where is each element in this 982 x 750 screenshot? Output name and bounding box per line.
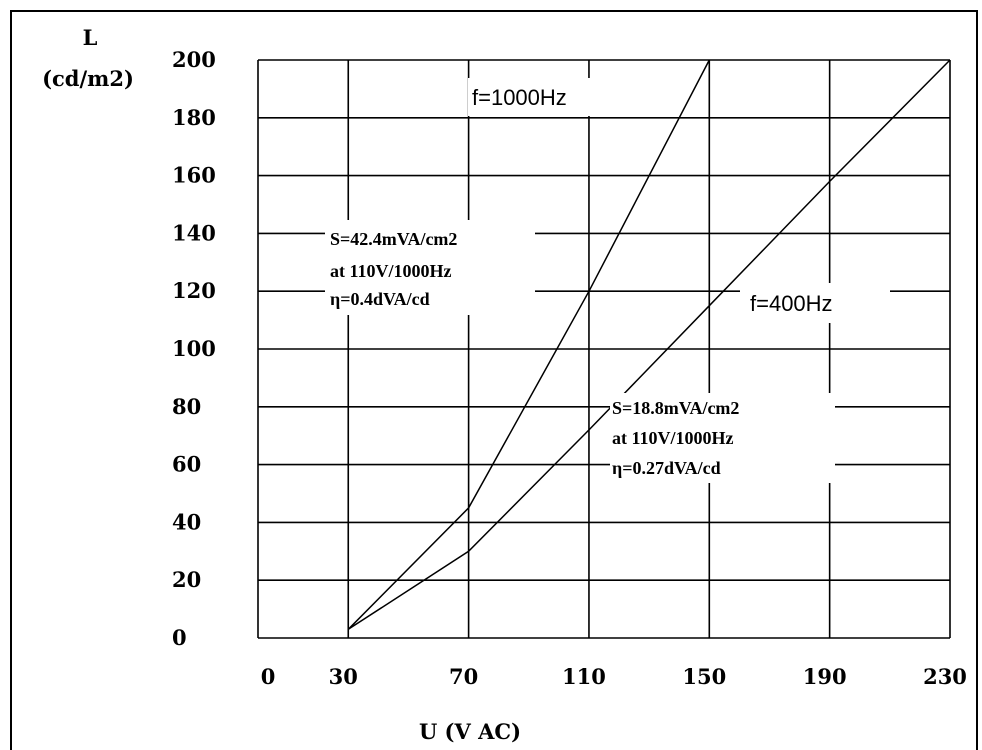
x-tick-label: 150 xyxy=(682,664,726,689)
data-lines xyxy=(347,59,951,630)
x-tick-label: 110 xyxy=(562,664,606,689)
annotation-1000hz-line-2: at 110V/1000Hz xyxy=(330,261,452,281)
x-tick-label: 230 xyxy=(923,664,967,689)
series-line-400hz xyxy=(347,59,951,630)
annotation-400hz-line-1: S=18.8mVA/cm2 xyxy=(612,398,739,418)
annotation-400hz-line-3: η=0.27dVA/cd xyxy=(612,458,721,478)
x-tick-label: 70 xyxy=(449,664,478,689)
y-axis-label-line-2: (cd/m2) xyxy=(42,66,134,91)
series-labels: f=1000Hz f=400Hz xyxy=(468,78,890,323)
x-axis-label: U (V AC) xyxy=(419,719,521,744)
x-tick-label: 30 xyxy=(329,664,358,689)
chart-frame xyxy=(10,10,978,750)
series-line-1000hz xyxy=(347,59,710,630)
y-tick-label: 120 xyxy=(172,278,216,303)
annotation-1000hz-line-3: η=0.4dVA/cd xyxy=(330,289,430,309)
annotation-1000hz: S=42.4mVA/cm2 at 110V/1000Hz η=0.4dVA/cd xyxy=(325,220,535,315)
y-axis-label: L (cd/m2) xyxy=(42,25,134,91)
y-tick-label: 60 xyxy=(172,452,201,477)
y-tick-label: 0 xyxy=(172,625,187,650)
x-axis-tick-labels: 0 30 70 110 150 190 230 xyxy=(261,664,967,689)
annotation-400hz: S=18.8mVA/cm2 at 110V/1000Hz η=0.27dVA/c… xyxy=(610,393,835,483)
y-tick-label: 80 xyxy=(172,394,201,419)
y-tick-label: 200 xyxy=(172,47,216,72)
y-tick-label: 40 xyxy=(172,509,201,534)
series-label-400hz: f=400Hz xyxy=(750,291,833,316)
annotation-1000hz-line-1: S=42.4mVA/cm2 xyxy=(330,229,457,249)
x-tick-label: 190 xyxy=(803,664,847,689)
annotation-400hz-line-2: at 110V/1000Hz xyxy=(612,428,734,448)
x-tick-label: 0 xyxy=(261,664,276,689)
y-tick-label: 180 xyxy=(172,105,216,130)
series-label-1000hz: f=1000Hz xyxy=(472,85,567,110)
y-axis-label-line-1: L xyxy=(83,25,98,50)
y-tick-label: 100 xyxy=(172,336,216,361)
y-tick-label: 20 xyxy=(172,567,201,592)
y-tick-label: 160 xyxy=(172,163,216,188)
y-tick-label: 140 xyxy=(172,220,216,245)
grid xyxy=(257,59,951,639)
